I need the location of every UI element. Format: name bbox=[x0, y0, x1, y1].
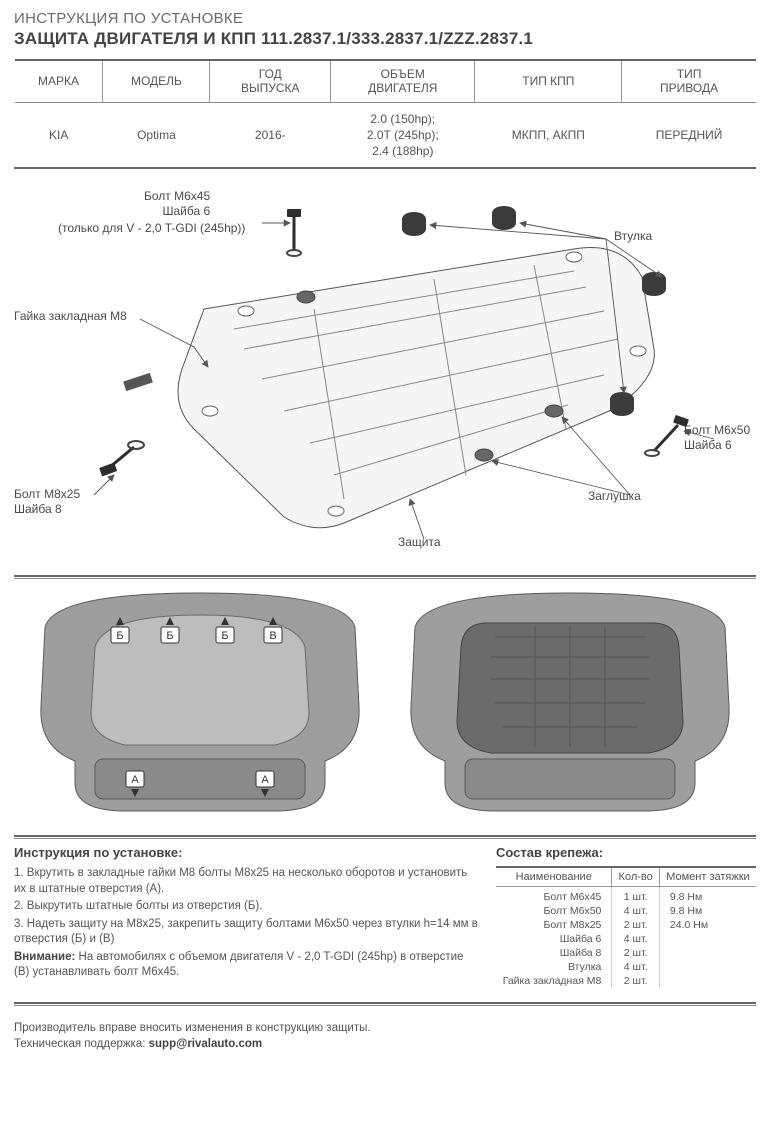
label-plug: Заглушка bbox=[588, 489, 641, 504]
bushing-icon bbox=[402, 212, 426, 236]
footer: Производитель вправе вносить изменения в… bbox=[14, 1020, 756, 1052]
label-bolt-m6x45-note: (только для V - 2,0 T-GDI (245hp)) bbox=[58, 221, 245, 236]
ft-qty: 4 шт. bbox=[612, 932, 660, 946]
ft-torque bbox=[659, 932, 756, 946]
fastener-row: Болт М6х451 шт.9.8 Нм bbox=[496, 887, 756, 905]
vt-year: 2016- bbox=[210, 102, 331, 168]
svg-text:Б: Б bbox=[221, 630, 228, 642]
footer-email: supp@rivalauto.com bbox=[149, 1038, 262, 1050]
vt-gear: МКПП, АКПП bbox=[475, 102, 622, 168]
fastener-row: Втулка4 шт. bbox=[496, 960, 756, 974]
label-bolt-m6x45: Болт М6х45Шайба 6 bbox=[144, 189, 210, 219]
vt-col-drive: ТИППРИВОДА bbox=[622, 60, 756, 102]
ft-qty: 2 шт. bbox=[612, 946, 660, 960]
panel-after bbox=[395, 587, 745, 817]
instr-step-1: 1. Вкрутить в закладные гайки М8 болты М… bbox=[14, 866, 478, 897]
fasteners-block: Состав крепежа: Наименование Кол-во Моме… bbox=[496, 845, 756, 988]
ft-col-name: Наименование bbox=[496, 867, 612, 887]
instructions-block: Инструкция по установке: 1. Вкрутить в з… bbox=[14, 845, 478, 988]
label-nut-m8: Гайка закладная М8 bbox=[14, 309, 127, 324]
ft-qty: 4 шт. bbox=[612, 960, 660, 974]
fasteners-heading: Состав крепежа: bbox=[496, 845, 756, 860]
fastener-row: Болт М6х504 шт.9.8 Нм bbox=[496, 904, 756, 918]
doc-subtitle: ИНСТРУКЦИЯ ПО УСТАНОВКЕ bbox=[14, 10, 756, 27]
ft-name: Втулка bbox=[496, 960, 612, 974]
ft-col-qty: Кол-во bbox=[612, 867, 660, 887]
vt-model: Optima bbox=[103, 102, 210, 168]
svg-text:А: А bbox=[261, 774, 269, 786]
vehicle-table: МАРКА МОДЕЛЬ ГОДВЫПУСКА ОБЪЕМДВИГАТЕЛЯ Т… bbox=[14, 59, 756, 169]
ft-qty: 1 шт. bbox=[612, 887, 660, 905]
ft-name: Болт М6х50 bbox=[496, 904, 612, 918]
doc-title: ЗАЩИТА ДВИГАТЕЛЯ И КПП 111.2837.1/333.28… bbox=[14, 29, 756, 49]
vt-col-gear: ТИП КПП bbox=[475, 60, 622, 102]
fasteners-table: Наименование Кол-во Момент затяжки Болт … bbox=[496, 866, 756, 988]
ft-torque: 9.8 Нм bbox=[659, 887, 756, 905]
label-bolt-m6x50: Болт М6х50Шайба 6 bbox=[684, 423, 750, 453]
footer-support-label: Техническая поддержка: bbox=[14, 1038, 149, 1050]
warning-text: На автомобилях с объемом двигателя V - 2… bbox=[14, 951, 463, 979]
ft-name: Шайба 8 bbox=[496, 946, 612, 960]
label-guard: Защита bbox=[398, 535, 441, 550]
ft-torque: 9.8 Нм bbox=[659, 904, 756, 918]
svg-text:В: В bbox=[269, 630, 276, 642]
bolt-m8x25-icon bbox=[99, 441, 144, 476]
instr-step-3: 3. Надеть защиту на М8х25, закрепить защ… bbox=[14, 917, 478, 948]
ft-name: Болт М6х45 bbox=[496, 887, 612, 905]
ft-name: Шайба 6 bbox=[496, 932, 612, 946]
ft-torque bbox=[659, 974, 756, 988]
svg-text:Б: Б bbox=[116, 630, 123, 642]
fastener-row: Болт М8х252 шт.24.0 Нм bbox=[496, 918, 756, 932]
instr-step-2: 2. Выкрутить штатные болты из отверстия … bbox=[14, 899, 478, 915]
fastener-row: Гайка закладная М82 шт. bbox=[496, 974, 756, 988]
label-bushing: Втулка bbox=[614, 229, 652, 244]
exploded-diagram: Болт М6х45Шайба 6 (только для V - 2,0 T-… bbox=[14, 179, 756, 559]
svg-text:Б: Б bbox=[166, 630, 173, 642]
ft-torque bbox=[659, 960, 756, 974]
ft-name: Болт М8х25 bbox=[496, 918, 612, 932]
fastener-row: Шайба 82 шт. bbox=[496, 946, 756, 960]
ft-qty: 4 шт. bbox=[612, 904, 660, 918]
vt-col-year: ГОДВЫПУСКА bbox=[210, 60, 331, 102]
svg-text:А: А bbox=[131, 774, 139, 786]
vt-col-model: МОДЕЛЬ bbox=[103, 60, 210, 102]
vt-brand: KIA bbox=[15, 102, 103, 168]
panel-before: Б Б Б В А bbox=[25, 587, 375, 817]
vt-col-brand: МАРКА bbox=[15, 60, 103, 102]
fastener-row: Шайба 64 шт. bbox=[496, 932, 756, 946]
nut-m8-icon bbox=[123, 373, 153, 391]
instructions-heading: Инструкция по установке: bbox=[14, 845, 478, 860]
vt-col-engine: ОБЪЕМДВИГАТЕЛЯ bbox=[331, 60, 475, 102]
warning-label: Внимание: bbox=[14, 951, 75, 963]
bolt-m6x50-icon bbox=[645, 415, 689, 456]
vt-drive: ПЕРЕДНИЙ bbox=[622, 102, 756, 168]
underbody-panels: Б Б Б В А bbox=[14, 587, 756, 817]
footer-line1: Производитель вправе вносить изменения в… bbox=[14, 1022, 371, 1034]
vt-engine: 2.0 (150hp);2.0T (245hp);2.4 (188hp) bbox=[331, 102, 475, 168]
bolt-m6x45-icon bbox=[287, 209, 301, 256]
label-bolt-m8x25: Болт М8х25Шайба 8 bbox=[14, 487, 80, 517]
ft-qty: 2 шт. bbox=[612, 974, 660, 988]
ft-qty: 2 шт. bbox=[612, 918, 660, 932]
ft-col-torque: Момент затяжки bbox=[659, 867, 756, 887]
ft-torque bbox=[659, 946, 756, 960]
ft-name: Гайка закладная М8 bbox=[496, 974, 612, 988]
ft-torque: 24.0 Нм bbox=[659, 918, 756, 932]
